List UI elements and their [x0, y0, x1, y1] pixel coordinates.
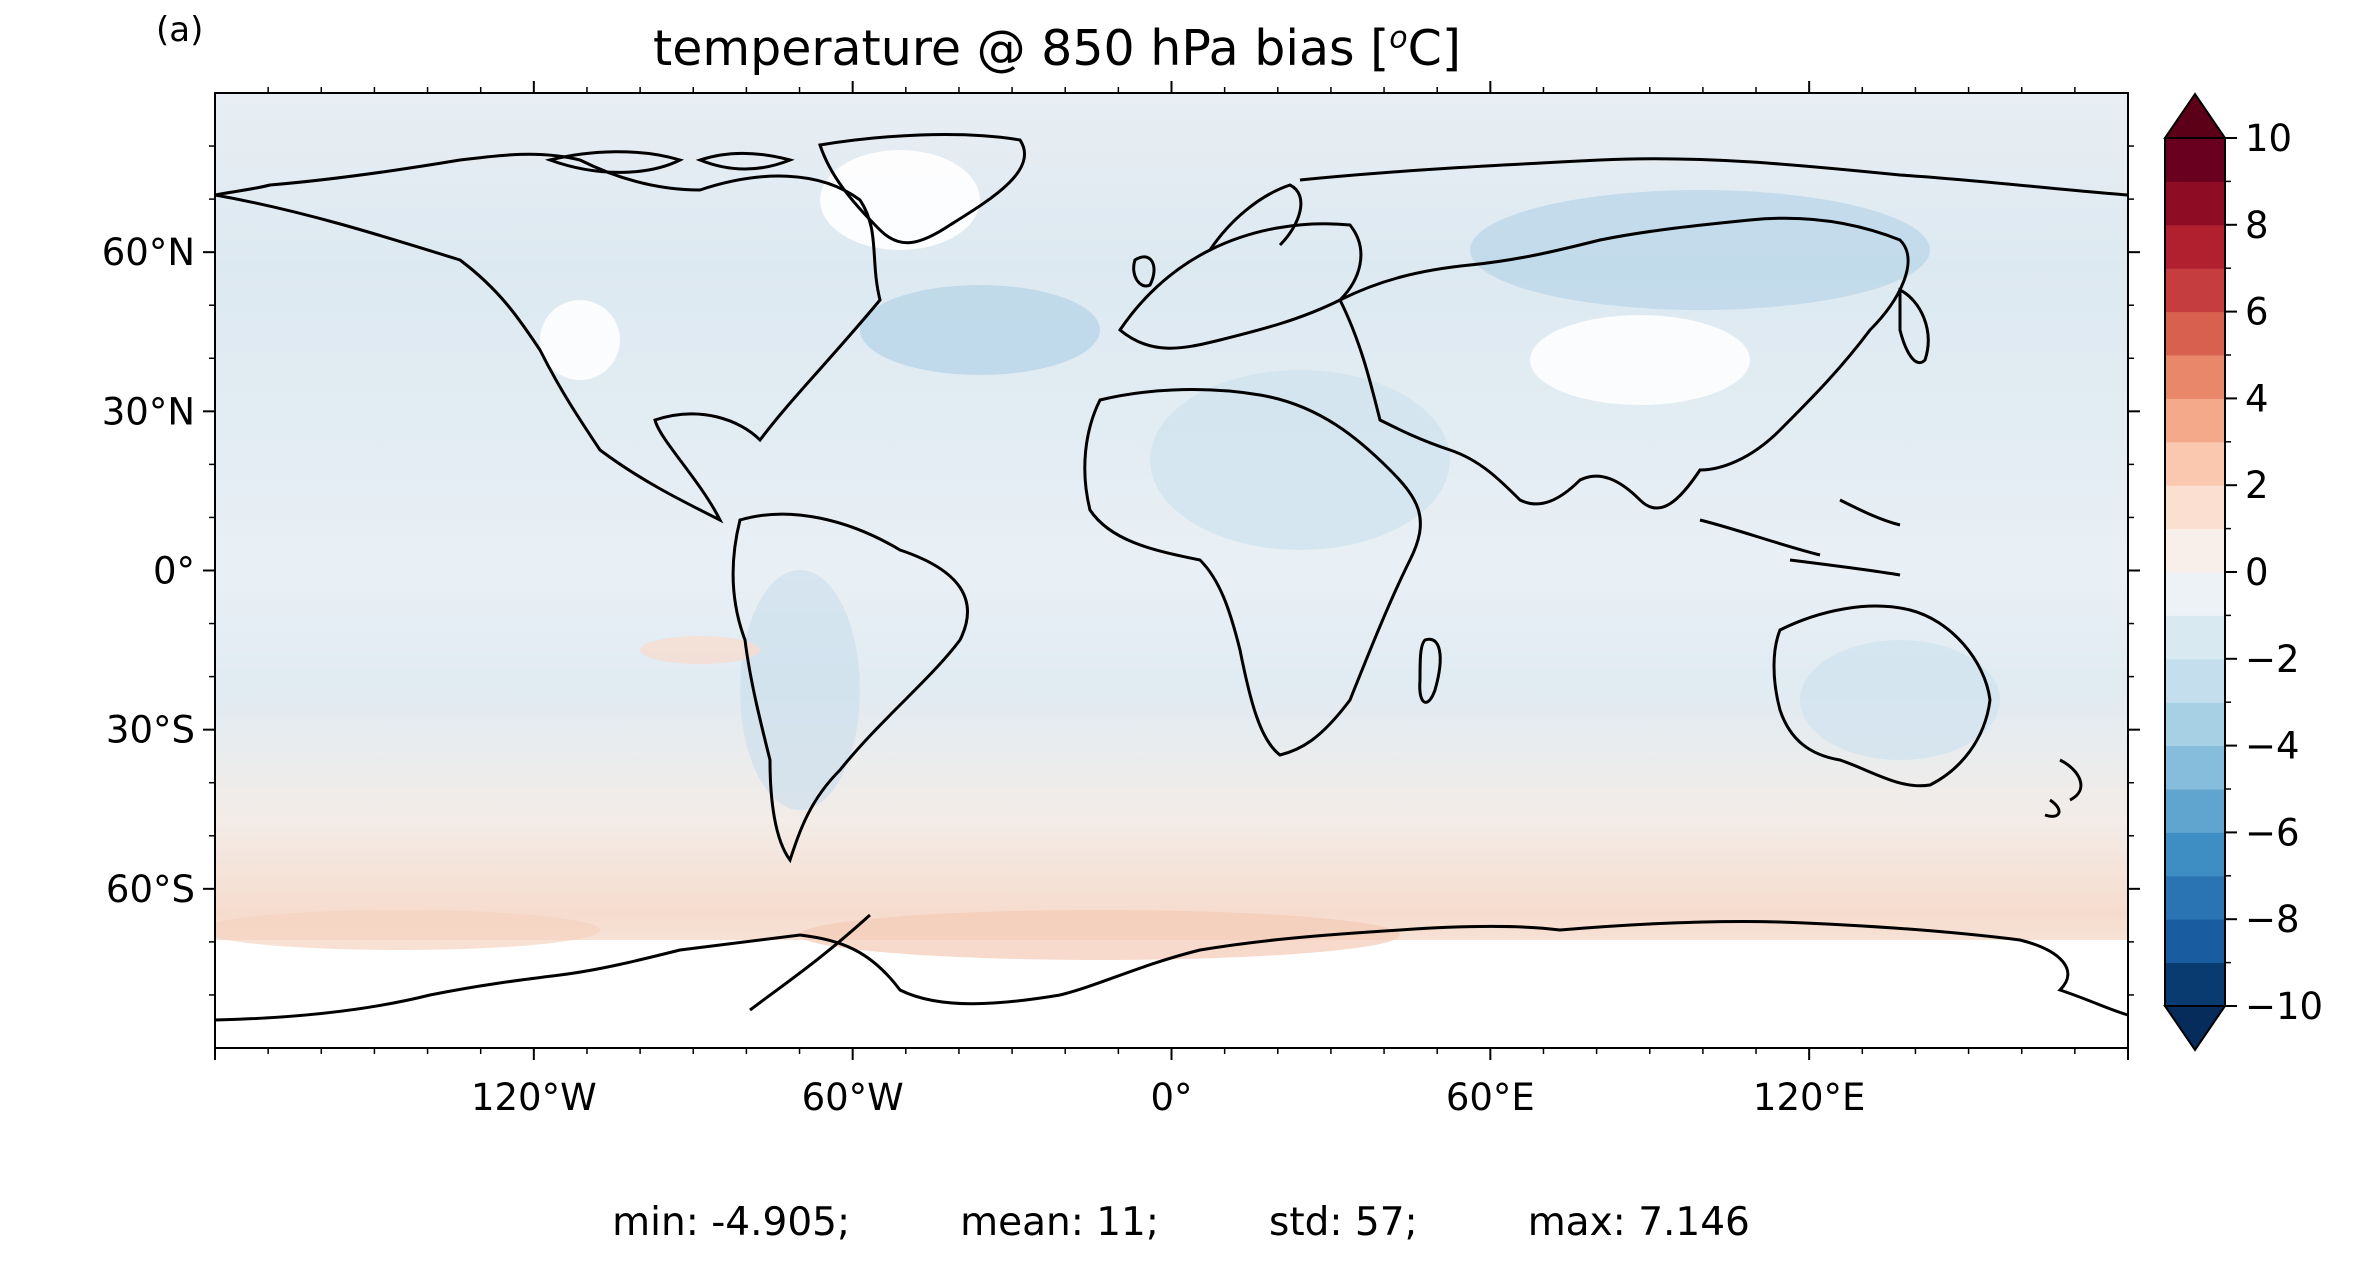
- stat-std: std: 57;: [1269, 1200, 1418, 1245]
- map-title: temperature @ 850 hPa bias [oC]: [215, 20, 1899, 77]
- map-panel: [214, 92, 2129, 1049]
- colorbar-tick-label: 6: [2245, 291, 2269, 334]
- panel-label: (a): [156, 10, 204, 50]
- title-end: C]: [1407, 20, 1461, 77]
- lat-tick-label: 30°N: [102, 390, 195, 433]
- colorbar-swatch: [2165, 962, 2225, 1007]
- colorbar-tick-label: −6: [2245, 811, 2300, 854]
- lat-tick-label: 30°S: [106, 709, 195, 752]
- lon-tick-label: 120°E: [1753, 1076, 1866, 1119]
- colorbar-swatch: [2165, 398, 2225, 443]
- stat-mean: mean: 11;: [960, 1200, 1160, 1245]
- lon-tick-label: 120°W: [471, 1076, 597, 1119]
- colorbar-swatch: [2165, 919, 2225, 964]
- colorbar-swatch: [2165, 658, 2225, 703]
- colorbar-swatch: [2165, 572, 2225, 616]
- colorbar-swatch: [2165, 789, 2225, 833]
- colorbar-swatch: [2165, 138, 2225, 182]
- colorbar-swatch: [2165, 181, 2225, 226]
- lat-tick-label: 60°N: [102, 231, 195, 274]
- stat-min: min: -4.905;: [612, 1200, 851, 1245]
- colorbar-tick-label: −10: [2245, 985, 2323, 1028]
- lon-tick-label: 60°E: [1446, 1076, 1535, 1119]
- lat-tick-label: 0°: [153, 550, 195, 593]
- colorbar-extend-max: [2163, 92, 2227, 139]
- colorbar-swatch: [2165, 875, 2225, 920]
- colorbar-extend-min: [2163, 1005, 2227, 1052]
- colorbar-swatch: [2165, 528, 2225, 573]
- colorbar-swatch: [2165, 745, 2225, 790]
- lon-tick-label: 0°: [1150, 1076, 1192, 1119]
- colorbar-swatch: [2165, 311, 2225, 356]
- colorbar-swatch: [2165, 355, 2225, 399]
- stats-line: min: -4.905; mean: 11; std: 57; max: 7.1…: [0, 1200, 2362, 1245]
- colorbar-swatch: [2165, 702, 2225, 747]
- colorbar-swatch: [2165, 615, 2225, 660]
- colorbar-tick-label: 8: [2245, 204, 2269, 247]
- colorbar-swatch: [2165, 224, 2225, 269]
- colorbar-tick-label: 10: [2245, 117, 2292, 160]
- title-main: temperature @ 850 hPa bias [: [653, 20, 1390, 77]
- latitude-axis: 60°N 30°N 0° 30°S 60°S: [102, 145, 2140, 996]
- title-degree-sup: o: [1389, 20, 1408, 56]
- colorbar-swatch: [2165, 832, 2225, 877]
- colorbar-tick-label: 0: [2245, 551, 2269, 594]
- lon-tick-label: 60°W: [802, 1076, 904, 1119]
- colorbar-swatch: [2165, 268, 2225, 313]
- colorbar-tick-label: 4: [2245, 377, 2269, 420]
- stat-max: max: 7.146: [1527, 1200, 1750, 1245]
- colorbar-tick-label: −4: [2245, 725, 2300, 768]
- coastlines: [215, 133, 2128, 1022]
- colorbar-tick-label: 2: [2245, 464, 2269, 507]
- colorbar-swatch: [2165, 441, 2225, 486]
- colorbar-tick-label: −2: [2245, 638, 2300, 681]
- colorbar: 10 8 6 4 2 0 −2 −4 −6 −8 −10: [2163, 92, 2323, 1052]
- colorbar-swatch: [2165, 485, 2225, 530]
- lat-tick-label: 60°S: [106, 868, 195, 911]
- longitude-axis: 120°W 60°W 0° 60°E 120°E: [214, 81, 2129, 1119]
- colorbar-tick-label: −8: [2245, 898, 2300, 941]
